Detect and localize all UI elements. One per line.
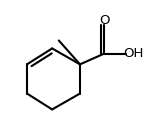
Text: OH: OH: [124, 47, 144, 60]
Text: O: O: [99, 14, 110, 27]
